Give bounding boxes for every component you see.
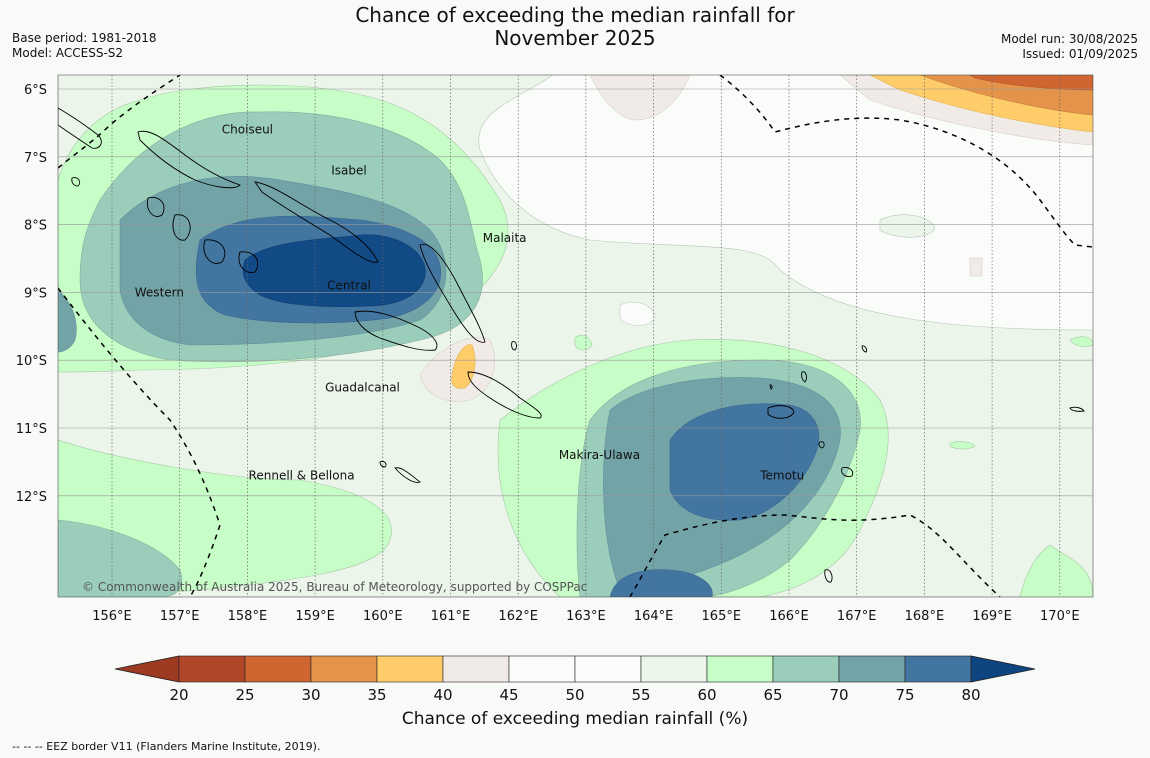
colorbar-swatch <box>706 655 774 683</box>
colorbar-tick-label: 80 <box>961 686 980 704</box>
colorbar-tick-label: 55 <box>631 686 650 704</box>
chart-title: Chance of exceeding the median rainfall … <box>275 4 875 50</box>
base-period: Base period: 1981-2018 <box>12 31 157 45</box>
lat-tick-label: 11°S <box>16 422 47 437</box>
colorbar-low-extension <box>114 655 180 683</box>
colorbar-label: Chance of exceeding median rainfall (%) <box>401 709 749 729</box>
longitude-labels: 156°E 157°E 158°E 159°E 160°E 161°E 162°E 163°E… <box>92 609 1079 624</box>
colorbar-tick-label: 25 <box>235 686 254 704</box>
copyright-credit: © Commonwealth of Australia 2025, Bureau… <box>82 580 588 594</box>
model-run: Model run: 30/08/2025 <box>1000 32 1138 46</box>
lat-tick-label: 12°S <box>16 490 47 505</box>
colorbar-swatch <box>508 655 576 683</box>
region-label: Malaita <box>483 231 527 245</box>
colorbar-tick-label: 30 <box>301 686 320 704</box>
meta-right: Model run: 30/08/2025 Issued: 01/09/2025 <box>1001 32 1138 62</box>
colorbar-tick-label: 35 <box>367 686 386 704</box>
eez-footnote: -- -- -- EEZ border V11 (Flanders Marine… <box>12 740 321 753</box>
lon-tick-label: 159°E <box>295 609 335 624</box>
region-label: Isabel <box>331 163 366 177</box>
title-line-2: November 2025 <box>494 26 656 50</box>
lon-tick-label: 166°E <box>769 609 809 624</box>
model-name: Model: ACCESS-S2 <box>12 46 124 60</box>
lat-tick-label: 9°S <box>24 286 47 301</box>
island-coastlines <box>58 107 1085 583</box>
colorbar-swatch <box>442 655 510 683</box>
colorbar-swatch <box>244 655 312 683</box>
region-label: Western <box>135 285 184 299</box>
region-labels: Choiseul Isabel Malaita Western Central Guada… <box>135 123 804 483</box>
lat-tick-label: 10°S <box>16 354 47 369</box>
colorbar-tick-label: 70 <box>829 686 848 704</box>
colorbar-swatch <box>310 655 378 683</box>
lon-tick-label: 162°E <box>498 609 538 624</box>
lon-tick-label: 165°E <box>702 609 742 624</box>
colorbar-high-extension <box>970 655 1036 683</box>
colorbar-tick-label: 20 <box>169 686 188 704</box>
lon-tick-label: 161°E <box>431 609 471 624</box>
lat-tick-label: 8°S <box>24 219 47 234</box>
map-area <box>58 75 1093 597</box>
rainfall-map: 6°S 7°S 8°S 9°S 10°S 11°S 12°S 156°E 157°E 158°E… <box>16 74 1094 704</box>
colorbar-swatch <box>838 655 906 683</box>
colorbar-tick-label: 75 <box>895 686 914 704</box>
region-label: Temotu <box>759 468 804 482</box>
contour-80-plus <box>242 234 426 307</box>
region-label: Makira-Ulawa <box>559 448 640 462</box>
region-label: Central <box>327 279 371 293</box>
latitude-labels: 6°S 7°S 8°S 9°S 10°S 11°S 12°S <box>16 83 47 505</box>
colorbar-swatch <box>178 655 246 683</box>
lon-tick-label: 156°E <box>92 609 132 624</box>
colorbar-swatch <box>574 655 642 683</box>
colorbar-swatch <box>772 655 840 683</box>
colorbar-tick-label: 65 <box>763 686 782 704</box>
colorbar-swatch <box>640 655 708 683</box>
gridlines <box>58 75 1093 597</box>
issued-date: Issued: 01/09/2025 <box>1022 47 1138 61</box>
lon-tick-label: 168°E <box>905 609 945 624</box>
lon-tick-label: 160°E <box>363 609 403 624</box>
colorbar: 20 25 30 35 40 45 50 55 60 65 70 75 80 <box>114 655 1036 704</box>
colorbar-tick-label: 40 <box>433 686 452 704</box>
lat-tick-label: 6°S <box>24 83 47 98</box>
lon-tick-label: 158°E <box>228 609 268 624</box>
colorbar-tick-label: 50 <box>565 686 584 704</box>
map-frame <box>57 74 1094 598</box>
title-line-1: Chance of exceeding the median rainfall … <box>355 3 795 27</box>
colorbar-swatch <box>904 655 972 683</box>
lon-tick-label: 157°E <box>160 609 200 624</box>
colorbar-tick-label: 60 <box>697 686 716 704</box>
lon-tick-label: 163°E <box>566 609 606 624</box>
lon-tick-label: 164°E <box>634 609 674 624</box>
region-label: Guadalcanal <box>325 380 400 394</box>
lon-tick-label: 169°E <box>972 609 1012 624</box>
lon-tick-label: 167°E <box>837 609 877 624</box>
region-label: Choiseul <box>222 123 273 137</box>
colorbar-swatch <box>376 655 444 683</box>
lon-tick-label: 170°E <box>1040 609 1080 624</box>
region-label: Rennell & Bellona <box>249 468 355 482</box>
meta-left: Base period: 1981-2018 Model: ACCESS-S2 <box>12 31 157 61</box>
colorbar-tick-label: 45 <box>499 686 518 704</box>
lat-tick-label: 7°S <box>24 151 47 166</box>
eez-borders <box>58 75 1093 597</box>
